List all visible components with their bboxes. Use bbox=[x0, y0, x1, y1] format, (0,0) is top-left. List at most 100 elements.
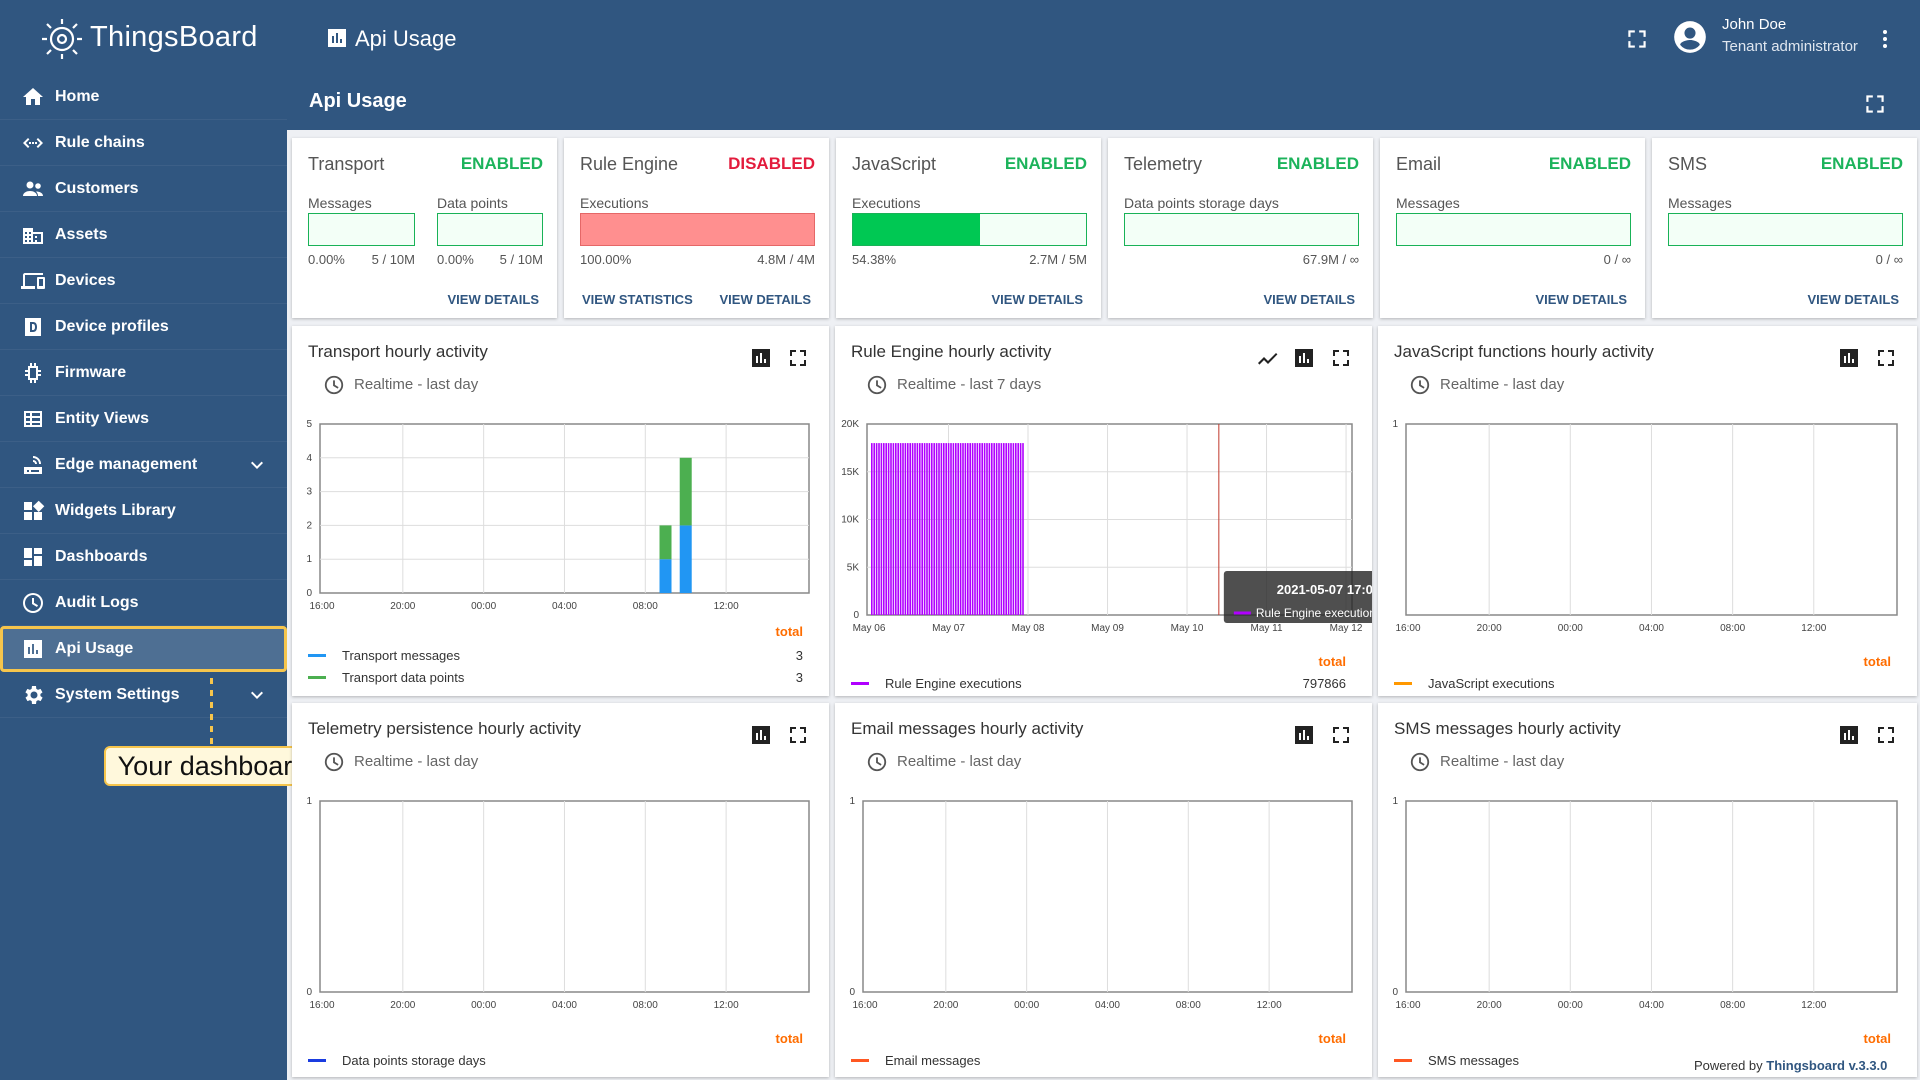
bar bbox=[957, 443, 959, 615]
sidebar-item-label: Entity Views bbox=[55, 409, 149, 427]
metric-percent: 100.00% bbox=[580, 252, 632, 267]
view-details-link[interactable]: VIEW DETAILS bbox=[719, 292, 811, 307]
x-tick-label: 00:00 bbox=[1558, 623, 1583, 634]
bar-chart-icon[interactable] bbox=[749, 723, 773, 747]
fullscreen-icon[interactable] bbox=[1874, 723, 1898, 747]
line-chart-icon[interactable] bbox=[1255, 346, 1279, 370]
sidebar-item-label: Api Usage bbox=[55, 639, 134, 657]
x-tick-label: 04:00 bbox=[1095, 1000, 1120, 1011]
bar bbox=[971, 443, 974, 615]
bar-chart-icon[interactable] bbox=[1837, 723, 1861, 747]
top-bar: Api Usage John Doe Tenant administrator bbox=[287, 0, 1920, 78]
legend-swatch bbox=[1394, 1058, 1412, 1062]
sidebar-item-rule-chains[interactable]: Rule chains bbox=[0, 120, 287, 166]
sidebar-item-system-settings[interactable]: System Settings bbox=[0, 672, 287, 718]
thingsboard-logo-icon bbox=[42, 19, 82, 59]
sidebar-item-api-usage[interactable]: Api Usage bbox=[0, 626, 287, 672]
view-details-link[interactable]: VIEW DETAILS bbox=[1263, 292, 1355, 307]
devices-icon bbox=[20, 268, 46, 294]
x-tick-label: 12:00 bbox=[714, 601, 739, 612]
view-details-link[interactable]: VIEW DETAILS bbox=[447, 292, 539, 307]
sidebar-item-audit-logs[interactable]: Audit Logs bbox=[0, 580, 287, 626]
bar bbox=[659, 559, 672, 593]
status-card-sms: SMS ENABLED Messages 0 / ∞ VIEW DETAILS bbox=[1652, 138, 1917, 318]
bar bbox=[998, 443, 1000, 615]
sidebar-item-entity-views[interactable]: Entity Views bbox=[0, 396, 287, 442]
sidebar-item-edge-management[interactable]: Edge management bbox=[0, 442, 287, 488]
sidebar-item-device-profiles[interactable]: Device profiles bbox=[0, 304, 287, 350]
sidebar-item-devices[interactable]: Devices bbox=[0, 258, 287, 304]
view-details-link[interactable]: VIEW DETAILS bbox=[1535, 292, 1627, 307]
sidebar-item-dashboards[interactable]: Dashboards bbox=[0, 534, 287, 580]
y-tick-label: 0 bbox=[306, 987, 312, 998]
sidebar-item-customers[interactable]: Customers bbox=[0, 166, 287, 212]
sidebar-item-label: Device profiles bbox=[55, 317, 169, 335]
version-link[interactable]: Thingsboard v.3.3.0 bbox=[1766, 1058, 1888, 1073]
clock-icon bbox=[1410, 752, 1430, 772]
chart-card-sms: SMS messages hourly activity Realtime - l… bbox=[1378, 703, 1917, 1077]
user-name[interactable]: John Doe bbox=[1722, 16, 1787, 33]
sidebar-item-widgets-library[interactable]: Widgets Library bbox=[0, 488, 287, 534]
card-name: JavaScript bbox=[852, 154, 937, 174]
chevron-down-icon[interactable] bbox=[245, 453, 269, 477]
x-tick-label: 00:00 bbox=[471, 601, 496, 612]
metric-value: 2.7M / 5M bbox=[1029, 252, 1087, 267]
view-details-link[interactable]: VIEW DETAILS bbox=[1807, 292, 1899, 307]
tooltip-title: 2021-05-07 17:00:00 bbox=[1277, 582, 1372, 597]
view-statistics-link[interactable]: VIEW STATISTICS bbox=[582, 292, 693, 307]
bar-chart-icon[interactable] bbox=[1292, 346, 1316, 370]
bar bbox=[1000, 443, 1003, 615]
chart-timewindow: Realtime - last day bbox=[354, 376, 479, 393]
user-role: Tenant administrator bbox=[1722, 38, 1858, 55]
bar bbox=[1022, 443, 1024, 615]
card-name: Telemetry bbox=[1124, 154, 1203, 174]
fullscreen-icon[interactable] bbox=[786, 723, 810, 747]
bar bbox=[926, 443, 928, 615]
bar bbox=[895, 443, 897, 615]
dashboard-header: Api Usage bbox=[287, 78, 1920, 130]
sidebar-item-firmware[interactable]: Firmware bbox=[0, 350, 287, 396]
chart-card-transport: Transport hourly activity Realtime - last… bbox=[292, 326, 829, 696]
fullscreen-icon[interactable] bbox=[1624, 26, 1650, 52]
fullscreen-icon[interactable] bbox=[1874, 346, 1898, 370]
avatar-icon[interactable] bbox=[1671, 18, 1709, 56]
bar bbox=[967, 443, 969, 615]
bar-chart-icon[interactable] bbox=[1837, 346, 1861, 370]
legend-total-header: total bbox=[1863, 1031, 1891, 1046]
metric-label: Executions bbox=[580, 195, 649, 211]
x-tick-label: 04:00 bbox=[552, 1000, 577, 1011]
sidebar-item-home[interactable]: Home bbox=[0, 74, 287, 120]
fullscreen-icon[interactable] bbox=[1329, 723, 1353, 747]
view-details-link[interactable]: VIEW DETAILS bbox=[991, 292, 1083, 307]
progress-bar bbox=[308, 213, 415, 246]
logo[interactable]: ThingsBoard bbox=[40, 12, 258, 62]
bar bbox=[928, 443, 931, 615]
app-name: ThingsBoard bbox=[90, 20, 258, 53]
bar bbox=[899, 443, 902, 615]
y-tick-label: 4 bbox=[306, 453, 312, 464]
sidebar-item-label: System Settings bbox=[55, 685, 180, 703]
y-tick-label: 1 bbox=[849, 796, 855, 807]
clock-icon bbox=[867, 375, 887, 395]
bar-chart-icon[interactable] bbox=[749, 346, 773, 370]
chart-title: SMS messages hourly activity bbox=[1394, 719, 1621, 738]
audit-logs-icon bbox=[20, 590, 46, 616]
chart-card-telemetry: Telemetry persistence hourly activity Rea… bbox=[292, 703, 829, 1077]
api-usage-icon bbox=[20, 636, 46, 662]
fullscreen-icon[interactable] bbox=[1329, 346, 1353, 370]
fullscreen-icon[interactable] bbox=[786, 346, 810, 370]
bar bbox=[902, 443, 904, 615]
sidebar-item-assets[interactable]: Assets bbox=[0, 212, 287, 258]
chevron-down-icon[interactable] bbox=[245, 683, 269, 707]
more-vert-icon[interactable] bbox=[1873, 26, 1897, 52]
metric-value: 67.9M / ∞ bbox=[1302, 252, 1359, 267]
x-tick-label: 04:00 bbox=[1639, 1000, 1664, 1011]
fullscreen-icon[interactable] bbox=[1862, 91, 1888, 117]
status-card-transport: Transport ENABLED Messages 0.00% 5 / 10M… bbox=[292, 138, 557, 318]
bar bbox=[995, 443, 998, 615]
edge-icon bbox=[20, 452, 46, 478]
x-tick-label: 08:00 bbox=[1176, 1000, 1201, 1011]
bar bbox=[873, 443, 875, 615]
tooltip-label: Rule Engine executions: bbox=[1256, 606, 1372, 620]
bar-chart-icon[interactable] bbox=[1292, 723, 1316, 747]
